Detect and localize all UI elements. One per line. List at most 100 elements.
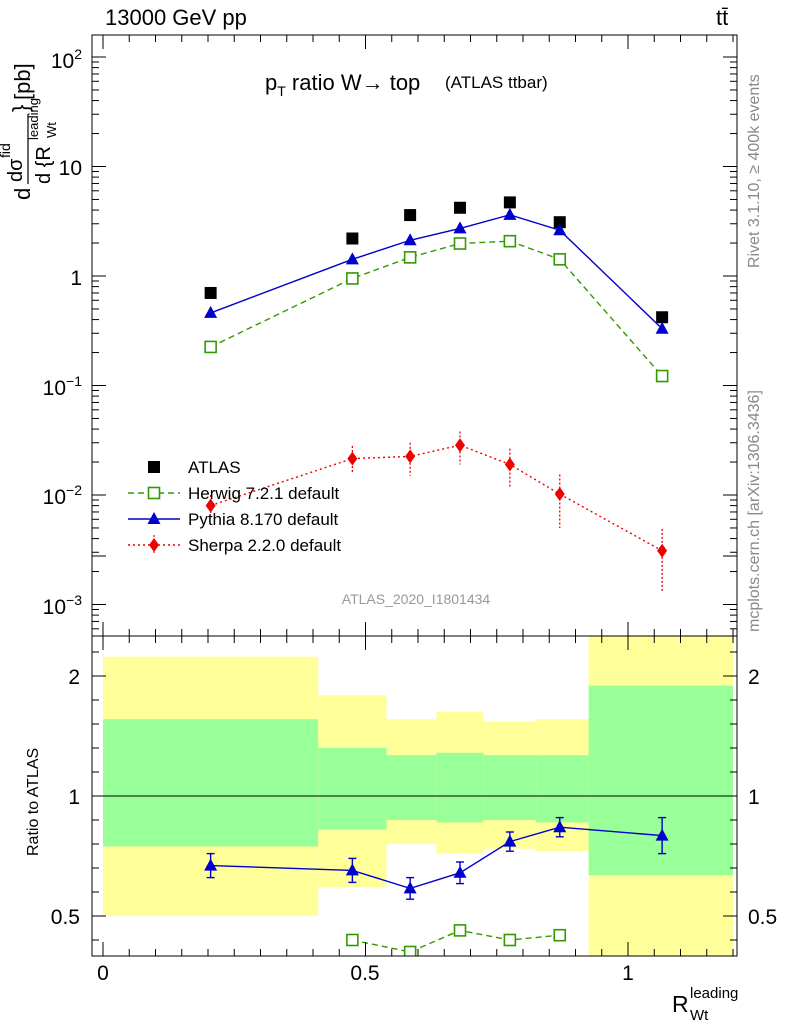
ratio-point <box>204 858 218 871</box>
ratio-tick-1-right: 1 <box>748 786 760 809</box>
svg-text:(ATLAS ttbar): (ATLAS ttbar) <box>445 73 548 92</box>
y-tick-label-100: 102 <box>51 46 82 73</box>
x-tick-labels: 0 0.5 1 <box>97 962 634 985</box>
series-3 <box>205 431 668 593</box>
series-line <box>210 214 663 330</box>
x-axis-label-sup: leading <box>690 985 738 1002</box>
legend-label: Pythia 8.170 default <box>188 510 339 529</box>
legend-entry: Herwig 7.2.1 default <box>128 484 339 503</box>
main-series-group <box>204 196 669 593</box>
ratio-tick-05-left: 0.5 <box>51 906 80 929</box>
ylabel-numerator-sup: fid <box>0 143 13 158</box>
data-point <box>553 216 566 229</box>
data-point <box>346 232 359 245</box>
band-green <box>318 748 387 830</box>
data-point <box>204 305 218 318</box>
y-tick-label-1e-1: 10−1 <box>43 373 83 400</box>
data-point <box>403 233 417 246</box>
ratio-point <box>503 834 517 847</box>
data-point <box>346 272 359 285</box>
ratio-tick-2-left: 2 <box>68 666 80 689</box>
legend-marker <box>147 486 161 500</box>
ratio-uncertainty-bands <box>103 636 733 956</box>
legend-marker <box>147 512 161 524</box>
series-0 <box>204 196 669 324</box>
ratio-series-group <box>204 816 669 956</box>
ratio-series-1 <box>346 924 567 956</box>
ratio-point <box>346 933 359 947</box>
y-tick-label-1e-3: 10−3 <box>43 592 83 619</box>
mcplots-label: mcplots.cern.ch [arXiv:1306.3436] <box>746 390 763 632</box>
x-axis-label-sub: Wt <box>690 1007 709 1024</box>
data-point <box>503 207 517 220</box>
ylabel-d-left: d <box>10 188 35 200</box>
band-green <box>536 755 589 823</box>
band-green <box>483 755 537 820</box>
ylabel-numerator: dσ <box>5 158 27 182</box>
legend-label: Sherpa 2.2.0 default <box>188 536 341 555</box>
svg-text:pT ratio W→ top: pT ratio W→ top <box>265 70 420 99</box>
ratio-point <box>345 863 359 876</box>
plot-title: pT ratio W→ top (ATLAS ttbar) <box>265 70 548 99</box>
data-point <box>204 286 217 299</box>
energy-label: 13000 GeV pp <box>105 5 247 30</box>
y-tick-label-1e-2: 10−2 <box>43 482 83 509</box>
legend-marker <box>148 461 160 473</box>
ylabel-denominator-end: } <box>8 105 33 112</box>
ratio-tick-2-right: 2 <box>748 666 760 689</box>
legend-label: Herwig 7.2.1 default <box>188 484 339 503</box>
legend: ATLAS Herwig 7.2.1 default Pythia 8.170 de… <box>128 458 341 555</box>
y-tick-label-10: 10 <box>59 157 82 180</box>
ratio-point <box>503 933 517 947</box>
ylabel-denominator: d {R <box>33 146 55 184</box>
main-y-tick-labels: 102 10 1 10−1 10−2 10−3 <box>43 46 83 619</box>
legend-marker <box>149 538 159 552</box>
data-point <box>657 543 668 558</box>
band-green <box>103 719 319 847</box>
legend-label: ATLAS <box>188 458 241 477</box>
legend-entry: Sherpa 2.2.0 default <box>128 535 341 555</box>
series-line <box>210 240 663 377</box>
band-green <box>386 755 437 820</box>
x-tick-label-0: 0 <box>97 962 109 985</box>
data-point <box>503 196 516 209</box>
process-label: tt̄ <box>716 5 729 30</box>
analysis-id: ATLAS_2020_I1801434 <box>342 591 491 607</box>
data-point <box>554 487 565 502</box>
ratio-point <box>403 881 417 894</box>
data-point <box>205 498 216 513</box>
band-green <box>436 752 484 823</box>
x-tick-label-1: 1 <box>622 962 634 985</box>
data-point <box>553 253 567 266</box>
data-point <box>454 201 466 214</box>
ylabel-denominator-sub: Wt <box>44 122 59 138</box>
y-tick-label-1: 1 <box>70 267 82 290</box>
rivet-version-label: Rivet 3.1.10, ≥ 400k events <box>746 74 763 268</box>
ylabel-denominator-sup: leading <box>26 98 41 140</box>
ratio-point <box>453 924 467 937</box>
data-point <box>455 438 465 453</box>
legend-entry: ATLAS <box>148 458 241 477</box>
series-2 <box>204 207 669 334</box>
ratio-y-tick-labels: 2 1 0.5 2 1 0.5 <box>51 666 777 929</box>
data-point <box>404 209 417 222</box>
ratio-series-0 <box>204 816 669 900</box>
data-point <box>204 340 217 354</box>
data-point <box>453 221 467 234</box>
band-green <box>588 685 733 876</box>
ratio-point <box>403 945 417 956</box>
ratio-point <box>553 820 567 833</box>
data-point <box>553 223 567 236</box>
data-point <box>405 449 416 464</box>
ratio-tick-1-left: 1 <box>68 786 80 809</box>
data-point <box>655 369 669 383</box>
axis-ticks <box>92 35 737 956</box>
data-point <box>504 457 515 472</box>
series-1 <box>204 234 669 383</box>
data-point <box>656 311 669 324</box>
legend-entry: Pythia 8.170 default <box>128 510 339 529</box>
ratio-point <box>453 865 467 878</box>
ratio-tick-05-right: 0.5 <box>748 906 777 929</box>
x-axis-label: R <box>672 991 689 1017</box>
